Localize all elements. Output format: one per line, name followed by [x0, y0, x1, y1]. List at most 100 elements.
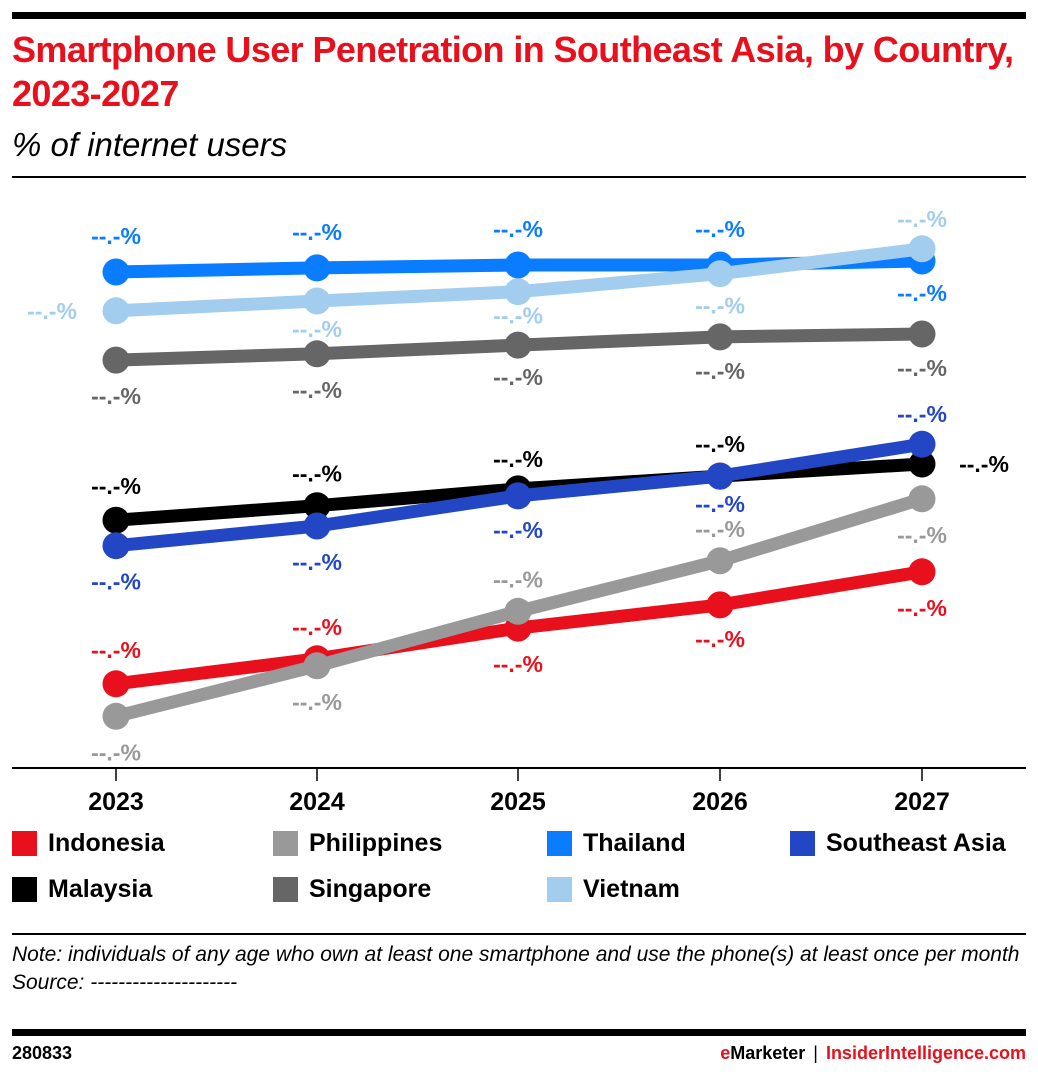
- legend-label: Thailand: [583, 828, 686, 857]
- data-label: --.-%: [695, 516, 745, 542]
- data-label: --.-%: [292, 377, 342, 403]
- brand-emarketer-e: e: [720, 1043, 731, 1063]
- x-tick-label: 2026: [692, 788, 748, 816]
- legend-label: Singapore: [309, 874, 432, 903]
- data-label: --.-%: [897, 401, 947, 427]
- legend-item-philippines: Philippines: [273, 828, 442, 858]
- x-axis-ticks: 2023 2024 2025 2026 2027: [88, 768, 950, 816]
- data-labels: --.-% --.-% --.-% --.-% --.-% --.-% --.-% --.-%…: [27, 206, 1009, 765]
- legend-swatch: [790, 830, 815, 856]
- data-label: --.-%: [292, 316, 342, 342]
- legend-item-malaysia: Malaysia: [12, 874, 152, 904]
- x-tick-label: 2023: [88, 788, 144, 816]
- data-point-marker: [102, 258, 130, 286]
- data-point-marker: [908, 485, 936, 513]
- data-label: --.-%: [493, 364, 543, 390]
- data-label: --.-%: [493, 216, 543, 242]
- data-label: --.-%: [695, 491, 745, 517]
- data-point-marker: [102, 297, 130, 325]
- data-label: --.-%: [27, 298, 77, 324]
- data-point-marker: [706, 462, 734, 490]
- legend-swatch: [273, 876, 298, 902]
- data-point-marker: [504, 278, 532, 306]
- bottom-rule: [12, 1029, 1026, 1036]
- data-point-marker: [303, 254, 331, 282]
- data-point-marker: [706, 323, 734, 351]
- data-label: --.-%: [91, 473, 141, 499]
- data-point-marker: [908, 430, 936, 458]
- data-label: --.-%: [292, 549, 342, 575]
- data-label: --.-%: [897, 355, 947, 381]
- data-point-marker: [303, 287, 331, 315]
- data-point-marker: [303, 652, 331, 680]
- chart-title: Smartphone User Penetration in Southeast…: [12, 29, 1014, 114]
- data-point-marker: [504, 331, 532, 359]
- series-layer: [102, 235, 936, 730]
- note-text: Note: individuals of any age who own at …: [12, 943, 1020, 966]
- data-label: --.-%: [493, 303, 543, 329]
- chart-subtitle: % of internet users: [12, 126, 288, 163]
- data-label: --.-%: [493, 566, 543, 592]
- data-point-marker: [102, 670, 130, 698]
- legend-item-vietnam: Vietnam: [547, 874, 680, 904]
- chart-id: 280833: [12, 1043, 73, 1063]
- data-point-marker: [102, 532, 130, 560]
- series-vietnam: [102, 235, 936, 325]
- data-label: --.-%: [695, 293, 745, 319]
- brand-emarketer: Marketer: [730, 1043, 806, 1063]
- header-divider: [12, 176, 1026, 178]
- data-label: --.-%: [897, 595, 947, 621]
- legend-swatch: [547, 876, 572, 902]
- data-label: --.-%: [493, 517, 543, 543]
- data-point-marker: [303, 492, 331, 520]
- x-tick-label: 2024: [289, 788, 345, 816]
- data-point-marker: [102, 506, 130, 534]
- source-text: Source: ---------------------: [12, 971, 238, 994]
- data-label: --.-%: [493, 446, 543, 472]
- data-label: --.-%: [959, 451, 1009, 477]
- legend-label: Philippines: [309, 828, 443, 857]
- legend-item-singapore: Singapore: [273, 874, 431, 904]
- data-label: --.-%: [91, 569, 141, 595]
- data-point-marker: [504, 597, 532, 625]
- data-label: --.-%: [292, 219, 342, 245]
- data-label: --.-%: [91, 383, 141, 409]
- data-label: --.-%: [897, 522, 947, 548]
- data-point-marker: [303, 512, 331, 540]
- data-label: --.-%: [292, 614, 342, 640]
- x-tick-label: 2025: [490, 788, 546, 816]
- data-label: --.-%: [695, 626, 745, 652]
- footnote: Note: individuals of any age who own at …: [12, 941, 1032, 997]
- legend-item-indonesia: Indonesia: [12, 828, 165, 858]
- legend-swatch: [12, 830, 37, 856]
- data-label: --.-%: [91, 739, 141, 765]
- data-point-marker: [908, 558, 936, 586]
- legend-item-southeast-asia: Southeast Asia: [790, 828, 1006, 858]
- data-label: --.-%: [493, 651, 543, 677]
- brand-insider-intelligence-link[interactable]: InsiderIntelligence.com: [825, 1043, 1026, 1063]
- line-chart: --.-% --.-% --.-% --.-% --.-% --.-% --.-% --.-%…: [12, 206, 1026, 816]
- data-point-marker: [706, 591, 734, 619]
- data-point-marker: [706, 260, 734, 288]
- data-label: --.-%: [292, 461, 342, 487]
- legend-label: Indonesia: [48, 828, 165, 857]
- footer-divider: [12, 933, 1026, 935]
- data-point-marker: [706, 547, 734, 575]
- data-point-marker: [908, 235, 936, 263]
- data-label: --.-%: [292, 689, 342, 715]
- data-point-marker: [908, 320, 936, 348]
- data-label: --.-%: [897, 206, 947, 232]
- x-tick-label: 2027: [894, 788, 950, 816]
- legend-item-thailand: Thailand: [547, 828, 686, 858]
- brand-separator: |: [813, 1043, 818, 1063]
- data-point-marker: [102, 702, 130, 730]
- data-label: --.-%: [91, 223, 141, 249]
- data-label: --.-%: [91, 637, 141, 663]
- legend-label: Malaysia: [48, 874, 153, 903]
- series-philippines: [102, 485, 936, 730]
- data-point-marker: [504, 482, 532, 510]
- brand-footer: eMarketer | InsiderIntelligence.com: [720, 1043, 1026, 1064]
- legend-swatch: [12, 876, 37, 902]
- data-point-marker: [102, 346, 130, 374]
- data-label: --.-%: [897, 280, 947, 306]
